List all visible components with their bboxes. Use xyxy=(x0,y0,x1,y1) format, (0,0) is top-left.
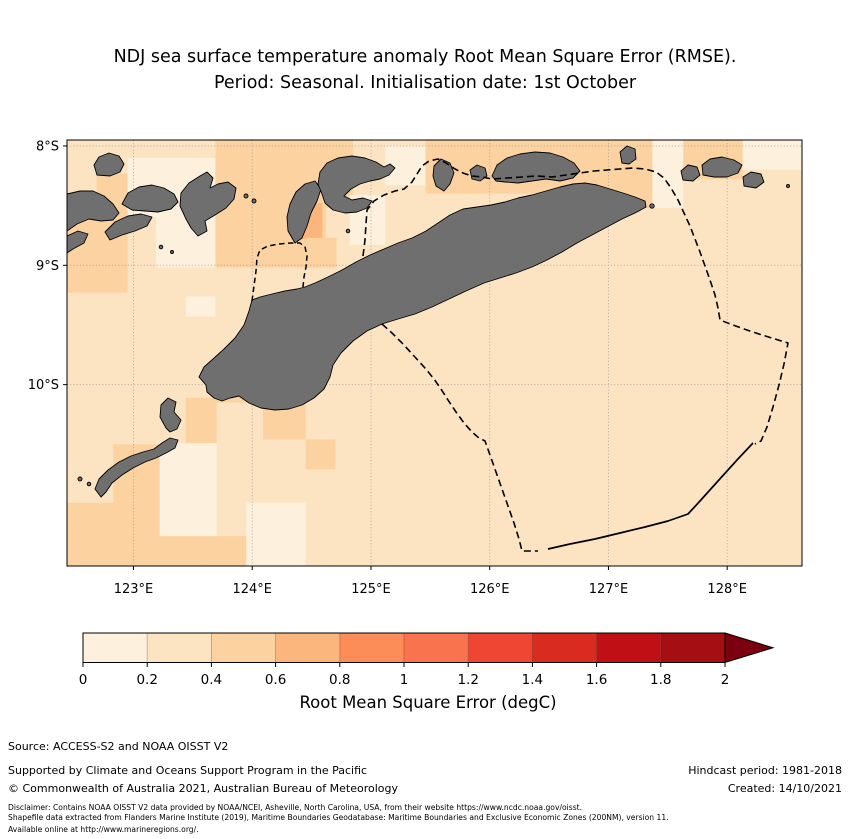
colorbar-segment xyxy=(596,633,661,663)
rmse-cell xyxy=(305,439,336,470)
created-date-text: Created: 14/10/2021 xyxy=(727,782,842,795)
x-tick-label: 125°E xyxy=(351,582,391,597)
island-polygon xyxy=(93,152,125,177)
islet xyxy=(243,193,249,199)
islet xyxy=(251,198,257,204)
eez-boundaries-layer xyxy=(251,158,789,552)
treaty-boundary-solid xyxy=(547,442,754,550)
colorbar-tick-label: 1.4 xyxy=(522,672,543,688)
y-tick-label: 9°S xyxy=(36,259,59,274)
island-polygon xyxy=(179,171,237,237)
x-tick-label: 126°E xyxy=(470,582,510,597)
colorbar-axis-label: Root Mean Square Error (degC) xyxy=(299,693,556,712)
islet xyxy=(77,476,83,482)
map-frame xyxy=(66,139,803,567)
island-polygon xyxy=(491,151,581,184)
disclaimer-line-3: Available online at http://www.marinereg… xyxy=(8,824,199,834)
copyright-text: © Commonwealth of Australia 2021, Austra… xyxy=(8,782,398,795)
islet xyxy=(345,228,351,234)
island-polygon xyxy=(67,190,120,232)
eez-boundary-dashed xyxy=(381,323,538,552)
x-tick-label: 128°E xyxy=(707,582,747,597)
island-polygon xyxy=(701,156,743,178)
map-figure-svg: 123°E 124°E 125°E 126°E 127°E 128°E 8°S 9°S 10°S… xyxy=(28,139,803,712)
figure-title-line-1: NDJ sea surface temperature anomaly Root… xyxy=(113,47,737,67)
colorbar-segment xyxy=(660,633,725,663)
rmse-cell xyxy=(652,140,684,209)
colorbar-tick-label: 0.8 xyxy=(329,672,350,688)
rmse-cell xyxy=(156,217,216,268)
colorbar-tick-label: 2 xyxy=(721,672,730,688)
islet xyxy=(649,203,655,209)
colorbar-segment xyxy=(275,633,340,663)
colorbar-tick-label: 0.4 xyxy=(201,672,222,688)
colorbar-segment xyxy=(83,633,148,663)
island-polygon xyxy=(67,230,89,254)
rmse-cell xyxy=(159,443,217,537)
rmse-cell xyxy=(742,140,802,170)
figure-title-line-2: Period: Seasonal. Initialisation date: 1… xyxy=(213,73,637,93)
disclaimer-line-1: Disclaimer: Contains NOAA OISST V2 data … xyxy=(8,803,583,812)
island-polygon xyxy=(619,145,637,165)
colorbar-tick-label: 1.8 xyxy=(650,672,671,688)
colorbar-segment xyxy=(147,633,212,663)
islet xyxy=(86,481,92,487)
rmse-cells-layer xyxy=(67,140,802,566)
rmse-cell xyxy=(205,536,247,566)
island-polygon xyxy=(94,437,179,498)
colorbar-segment xyxy=(339,633,404,663)
island-polygon xyxy=(159,397,182,433)
land-layer xyxy=(67,145,790,498)
island-polygon xyxy=(742,171,765,189)
hindcast-period-text: Hindcast period: 1981-2018 xyxy=(688,764,842,777)
islet xyxy=(786,184,790,188)
islet xyxy=(158,244,164,250)
island-polygon xyxy=(317,155,396,214)
island-polygon xyxy=(198,182,647,411)
rmse-cell xyxy=(305,237,337,268)
eez-boundary-oecusse-dashed xyxy=(251,242,308,302)
rmse-cell xyxy=(185,397,217,445)
island-polygon xyxy=(121,184,179,213)
supported-by-text: Supported by Climate and Oceans Support … xyxy=(8,764,368,777)
colorbar-overflow-arrow xyxy=(724,632,775,664)
rmse-cell xyxy=(246,502,306,566)
colorbar-tick-label: 0.2 xyxy=(136,672,157,688)
colorbar-tick-label: 1 xyxy=(400,672,409,688)
x-tick-label: 124°E xyxy=(232,582,272,597)
colorbar-tick-label: 1.2 xyxy=(457,672,478,688)
islet xyxy=(170,250,174,254)
eez-boundary-dashed xyxy=(362,158,789,445)
island-polygon xyxy=(432,158,455,192)
source-text: Source: ACCESS-S2 and NOAA OISST V2 xyxy=(8,740,229,753)
colorbar-tick-label: 0.6 xyxy=(265,672,286,688)
y-tick-labels: 8°S 9°S 10°S xyxy=(28,139,67,393)
colorbar-tick-label: 1.6 xyxy=(586,672,607,688)
x-tick-labels: 123°E 124°E 125°E 126°E 127°E 128°E xyxy=(114,566,747,597)
colorbar-segment xyxy=(532,633,597,663)
island-polygon xyxy=(104,213,153,241)
colorbar: 0 0.2 0.4 0.6 0.8 1 1.2 1.4 1.6 1.8 2 Root Mean Squ… xyxy=(79,632,775,712)
island-polygon xyxy=(286,180,322,244)
colorbar-tick-label: 0 xyxy=(79,672,88,688)
x-tick-label: 127°E xyxy=(589,582,629,597)
colorbar-segment xyxy=(211,633,276,663)
x-tick-label: 123°E xyxy=(114,582,154,597)
colorbar-segment xyxy=(468,633,533,663)
rmse-cell xyxy=(185,296,216,317)
colorbar-segment xyxy=(404,633,469,663)
y-tick-label: 10°S xyxy=(28,378,59,393)
island-polygon xyxy=(680,164,701,182)
disclaimer-line-2: Shapefile data extracted from Flanders M… xyxy=(8,812,669,822)
y-tick-label: 8°S xyxy=(36,139,59,154)
